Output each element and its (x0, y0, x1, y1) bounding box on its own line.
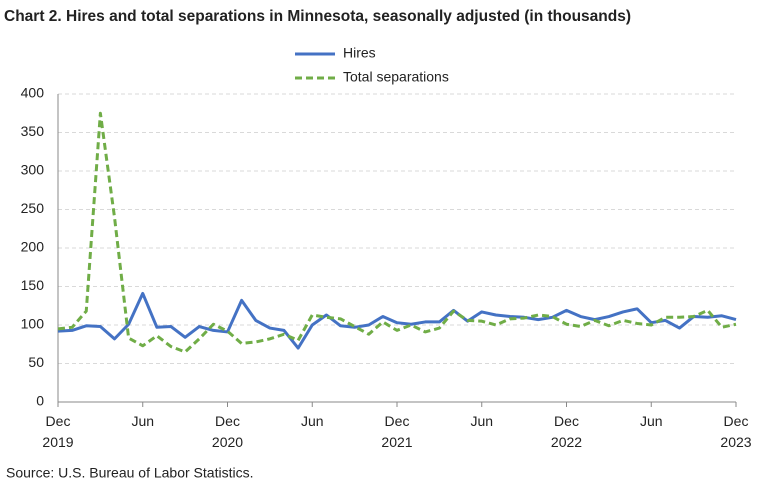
chart-title: Chart 2. Hires and total separations in … (4, 8, 631, 25)
x-tick-label: Dec 2020 (212, 413, 243, 450)
x-tick-label: Jun (470, 413, 493, 429)
x-tick-label: Dec 2023 (720, 413, 751, 450)
y-tick-label: 200 (21, 239, 45, 255)
source-note: Source: U.S. Bureau of Labor Statistics. (6, 465, 253, 481)
y-tick-label: 150 (21, 277, 45, 293)
y-tick-label: 50 (28, 354, 44, 370)
y-tick-label: 400 (21, 85, 45, 101)
y-tick-label: 0 (36, 393, 44, 409)
x-tick-label: Dec 2019 (42, 413, 73, 450)
y-tick-label: 300 (21, 162, 45, 178)
series-line (57, 111, 737, 354)
x-tick-label: Jun (640, 413, 663, 429)
y-tick-label: 250 (21, 200, 45, 216)
y-tick-label: 350 (21, 123, 45, 139)
x-tick-label: Dec 2021 (381, 413, 412, 450)
legend-label: Total separations (343, 69, 449, 85)
x-tick-label: Dec 2022 (551, 413, 582, 450)
y-tick-label: 100 (21, 316, 45, 332)
legend-label: Hires (343, 45, 376, 61)
series-line (57, 291, 737, 350)
x-tick-label: Jun (301, 413, 324, 429)
x-tick-label: Jun (131, 413, 154, 429)
